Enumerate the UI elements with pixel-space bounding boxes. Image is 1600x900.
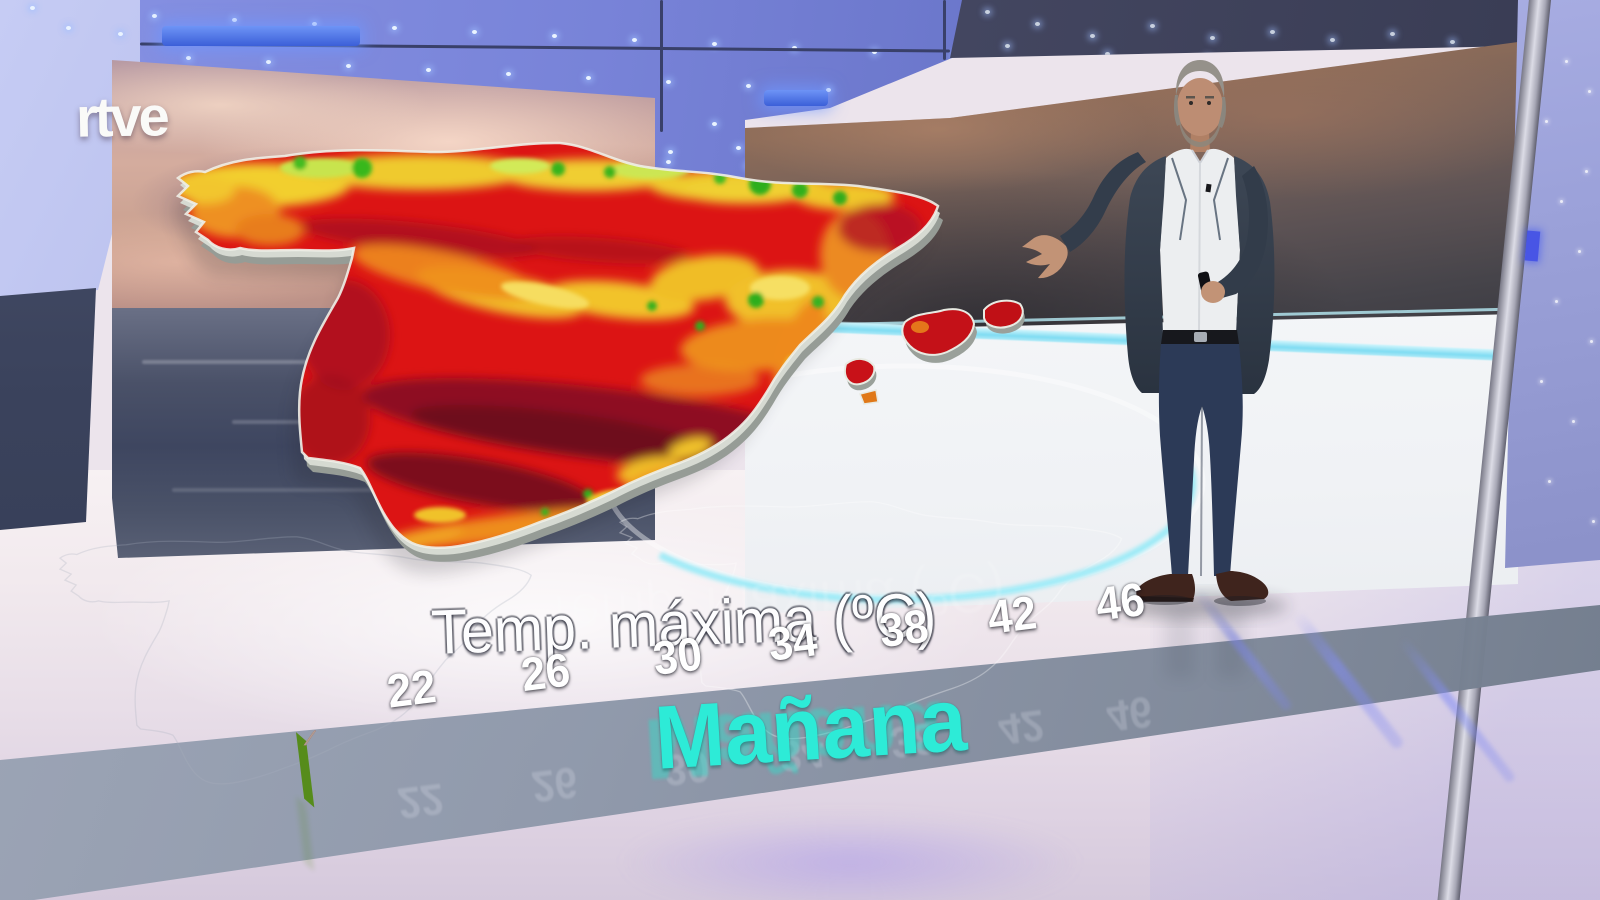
- led-dot: [712, 122, 717, 127]
- wall-post: [943, 0, 946, 60]
- star-dot: [1585, 170, 1588, 173]
- star-dot: [1588, 90, 1591, 93]
- led-dot: [426, 67, 431, 72]
- scale-tick-label: 46: [1092, 572, 1148, 631]
- channel-logo: rtve: [75, 84, 168, 149]
- ceiling-light: [1270, 30, 1275, 34]
- led-dot: [666, 79, 671, 84]
- led-dot: [266, 59, 271, 64]
- star-dot: [1540, 380, 1543, 383]
- scale-tick-reflection: 26: [529, 757, 581, 812]
- led-dot: [30, 6, 35, 10]
- led-dot: [906, 91, 911, 96]
- led-dot: [506, 71, 511, 76]
- scale-tick-reflection: 22: [394, 773, 447, 828]
- led-dot: [668, 150, 673, 154]
- pole-led: [1524, 230, 1541, 262]
- star-dot: [1578, 250, 1581, 253]
- screen-sea: [112, 308, 655, 558]
- ceiling-light: [1390, 32, 1395, 36]
- scale-tick-label: 42: [984, 585, 1040, 644]
- scale-tick-label: 30: [650, 626, 705, 685]
- led-dot: [346, 63, 351, 68]
- floor-glow: [620, 815, 1080, 900]
- led-strip: [162, 26, 360, 46]
- star-dot: [1545, 120, 1548, 123]
- star-dot: [1565, 60, 1568, 63]
- led-dot: [872, 50, 877, 55]
- sea-foam: [142, 360, 482, 364]
- led-dot: [392, 26, 397, 31]
- led-dot: [732, 204, 737, 208]
- led-dot: [668, 264, 673, 268]
- ceiling-light: [1005, 44, 1010, 48]
- led-dot: [472, 30, 477, 35]
- led-dot: [552, 34, 557, 39]
- star-dot: [1592, 520, 1595, 523]
- led-dot: [736, 262, 741, 266]
- studio-screen-ocean: [112, 60, 655, 558]
- star-dot: [1590, 340, 1593, 343]
- star-dot: [1572, 420, 1575, 423]
- wall-post: [660, 0, 663, 132]
- led-dot: [666, 159, 671, 164]
- led-dot: [118, 32, 123, 36]
- led-dot: [152, 14, 157, 19]
- star-dot: [1555, 300, 1558, 303]
- screen-sky: [112, 60, 655, 320]
- ceiling-light: [1330, 38, 1335, 42]
- scale-tick-label: 38: [876, 598, 931, 658]
- ceiling-light: [1205, 56, 1210, 58]
- scale-tick-label: 34: [764, 612, 820, 671]
- led-strip: [764, 90, 828, 106]
- led-dot: [736, 146, 741, 150]
- led-dot: [826, 87, 831, 92]
- sea-foam: [172, 488, 472, 492]
- star-dot: [1548, 480, 1551, 483]
- scale-tick-label: 22: [384, 659, 439, 718]
- led-dot: [986, 96, 991, 100]
- scale-tick-label: 26: [518, 642, 574, 702]
- led-dot: [746, 83, 751, 88]
- led-dot: [664, 208, 669, 212]
- led-dot: [232, 18, 237, 23]
- led-dot: [186, 55, 191, 60]
- ceiling-light: [1090, 34, 1095, 38]
- scale-tick-reflection: 46: [1103, 686, 1155, 741]
- ceiling-light: [1450, 40, 1455, 44]
- sea-foam: [232, 420, 632, 424]
- ceiling-light: [985, 10, 990, 14]
- ceiling-light: [1035, 22, 1040, 26]
- scale-tick-reflection: 42: [995, 699, 1047, 755]
- led-dot: [66, 26, 71, 30]
- led-dot: [712, 42, 717, 47]
- led-dot: [712, 202, 717, 207]
- ceiling-light: [1150, 24, 1155, 28]
- led-dot: [312, 22, 317, 27]
- ceiling-light: [1105, 52, 1110, 56]
- led-dot: [586, 75, 591, 80]
- star-dot: [1560, 200, 1563, 203]
- day-label: Mañana: [652, 669, 970, 789]
- ceiling-light: [1210, 36, 1215, 40]
- led-dot: [632, 38, 637, 43]
